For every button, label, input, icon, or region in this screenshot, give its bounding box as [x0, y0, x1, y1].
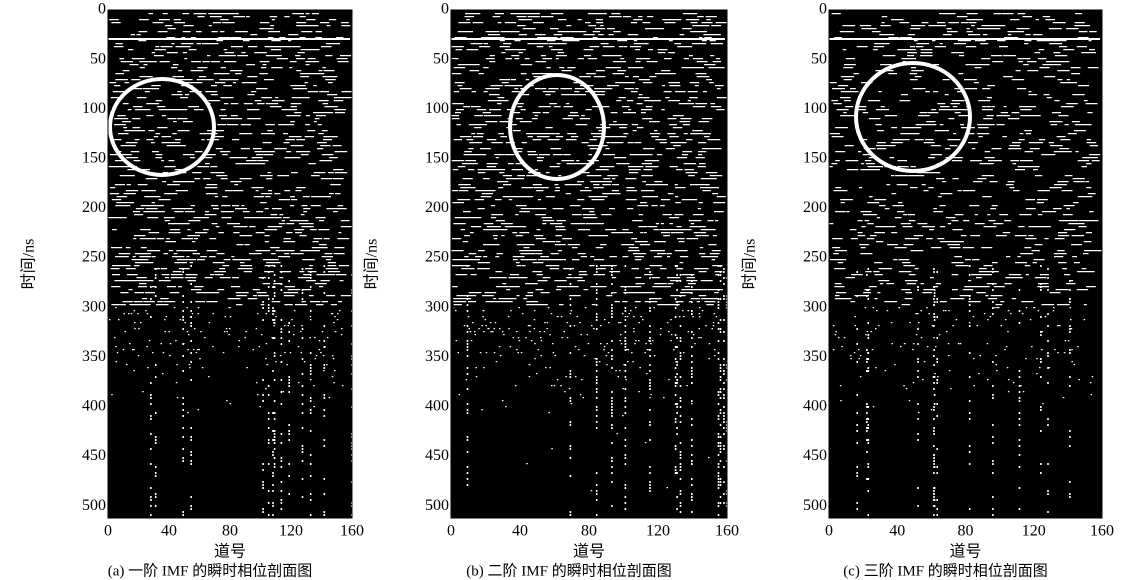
- y-tick-label: 250: [82, 249, 106, 266]
- y-tick-label: 500: [425, 497, 449, 514]
- y-tick-label: 400: [803, 398, 827, 415]
- y-tick-label: 0: [819, 1, 827, 18]
- y-tick-label: 250: [425, 249, 449, 266]
- y-tick-label: 200: [425, 199, 449, 216]
- y-tick-label: 400: [82, 398, 106, 415]
- x-tick-label: 0: [825, 523, 833, 540]
- plot-background: [829, 10, 1102, 518]
- y-tick-label: 150: [803, 150, 827, 167]
- y-tick-label: 0: [98, 1, 106, 18]
- x-tick-label: 120: [1022, 523, 1046, 540]
- x-tick-label: 120: [279, 523, 303, 540]
- x-tick-label: 40: [161, 523, 177, 540]
- caption: (a) 一阶 IMF 的瞬时相位剖面图: [108, 562, 313, 579]
- x-tick-label: 0: [447, 523, 455, 540]
- x-tick-label: 80: [581, 523, 597, 540]
- y-tick-label: 300: [803, 298, 827, 315]
- y-tick-label: 350: [425, 348, 449, 365]
- y-tick-label: 450: [425, 447, 449, 464]
- x-axis-label: 道号: [573, 543, 605, 561]
- plot-background: [108, 10, 352, 518]
- y-tick-label: 100: [82, 100, 106, 117]
- caption: (c) 三阶 IMF 的瞬时相位剖面图: [843, 562, 1048, 579]
- x-tick-label: 160: [340, 523, 364, 540]
- y-tick-label: 300: [82, 298, 106, 315]
- y-tick-label: 350: [82, 348, 106, 365]
- y-tick-label: 450: [803, 447, 827, 464]
- y-tick-label: 100: [803, 100, 827, 117]
- caption: (b) 二阶 IMF 的瞬时相位剖面图: [466, 562, 671, 579]
- y-axis-label: 时间/ns: [20, 239, 38, 290]
- y-tick-label: 200: [82, 199, 106, 216]
- y-tick-label: 300: [425, 298, 449, 315]
- annotation-circle: [108, 77, 216, 177]
- x-tick-label: 40: [889, 523, 905, 540]
- x-axis-label: 道号: [949, 543, 981, 561]
- y-tick-label: 50: [90, 50, 106, 67]
- y-tick-label: 50: [811, 50, 827, 67]
- x-tick-label: 0: [104, 523, 112, 540]
- x-tick-label: 160: [1090, 523, 1114, 540]
- y-tick-label: 150: [425, 150, 449, 167]
- annotation-circle: [508, 73, 606, 181]
- x-tick-label: 160: [715, 523, 739, 540]
- y-tick-label: 100: [425, 100, 449, 117]
- x-tick-label: 120: [646, 523, 670, 540]
- y-tick-label: 0: [441, 1, 449, 18]
- y-tick-label: 500: [803, 497, 827, 514]
- x-tick-label: 80: [222, 523, 238, 540]
- y-tick-label: 400: [425, 398, 449, 415]
- y-tick-label: 50: [433, 50, 449, 67]
- y-tick-label: 250: [803, 249, 827, 266]
- y-tick-label: 350: [803, 348, 827, 365]
- y-tick-label: 200: [803, 199, 827, 216]
- y-axis-label: 时间/ns: [363, 239, 381, 290]
- x-tick-label: 40: [512, 523, 528, 540]
- y-axis-label: 时间/ns: [741, 239, 759, 290]
- y-tick-label: 500: [82, 497, 106, 514]
- y-tick-label: 150: [82, 150, 106, 167]
- y-tick-label: 450: [82, 447, 106, 464]
- x-axis-label: 道号: [214, 543, 246, 561]
- annotation-circle: [854, 61, 972, 173]
- x-tick-label: 80: [958, 523, 974, 540]
